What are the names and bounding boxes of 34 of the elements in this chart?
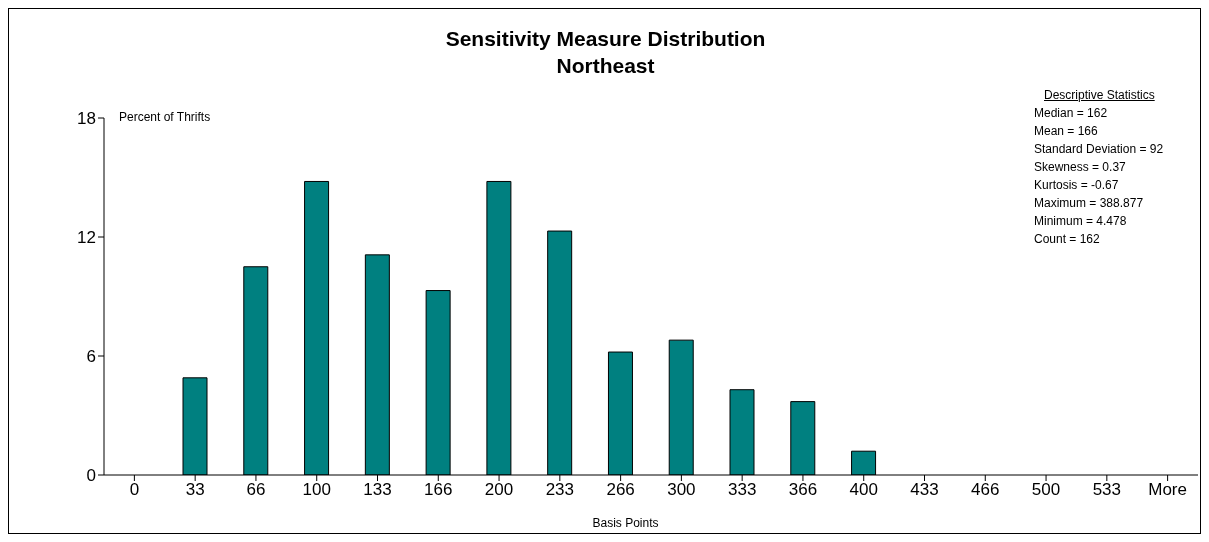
y-tick-label: 6 [86, 347, 96, 367]
x-tick-label: 500 [1031, 480, 1061, 500]
annotation: Maximum = 388.877 [1034, 195, 1145, 212]
x-tick-label: 366 [788, 480, 818, 500]
annotation: Mean = 166 [1034, 123, 1099, 140]
annotation: Kurtosis = -0.67 [1034, 177, 1120, 194]
x-tick-label: 333 [727, 480, 757, 500]
x-axis-title: Basis Points [591, 516, 660, 530]
x-tick-label: 466 [971, 480, 1000, 500]
x-tick-label: More [1148, 480, 1187, 500]
y-tick-label: 18 [77, 109, 96, 129]
annotation: Standard Deviation = 92 [1034, 141, 1164, 158]
x-tick-label: 300 [667, 480, 696, 500]
text: Descriptive Statistics [1044, 87, 1156, 104]
x-tick-label: 266 [606, 480, 635, 500]
x-tick-label: 66 [246, 480, 266, 500]
y-axis-title: Percent of Thrifts [119, 110, 211, 124]
chart-title: Sensitivity Measure Distribution Northeast [444, 26, 767, 79]
annotation: Minimum = 4.478 [1034, 213, 1128, 230]
x-tick-label: 0 [129, 480, 140, 500]
annotation: Median = 162 [1034, 105, 1109, 122]
y-tick-label: 0 [86, 466, 96, 486]
y-tick-label: 12 [77, 228, 96, 248]
x-tick-label: 33 [185, 480, 205, 500]
x-tick-label: 100 [302, 480, 331, 500]
x-tick-label: 400 [849, 480, 878, 500]
x-tick-label: 233 [545, 480, 575, 500]
annotation: Skewness = 0.37 [1034, 159, 1127, 176]
x-tick-label: 133 [363, 480, 392, 500]
x-tick-label: 533 [1092, 480, 1122, 500]
annotation: Count = 162 [1034, 231, 1101, 248]
x-tick-label: 166 [424, 480, 453, 500]
x-tick-label: 433 [910, 480, 939, 500]
x-tick-label: 200 [484, 480, 514, 500]
